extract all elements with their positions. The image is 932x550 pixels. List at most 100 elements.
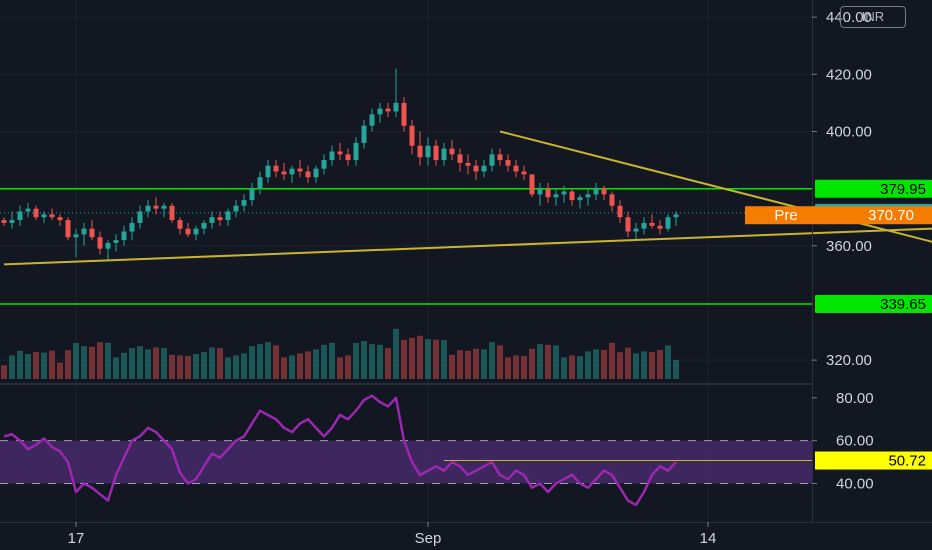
volume-bar [25, 354, 31, 379]
volume-bar [593, 349, 599, 379]
volume-bar [577, 356, 583, 379]
candle [249, 188, 255, 201]
candle [489, 154, 495, 166]
candle [57, 217, 63, 221]
volume-bar [249, 346, 255, 379]
rsi-pane [0, 383, 812, 507]
candle [185, 228, 191, 235]
volume-bar [497, 345, 503, 379]
candle [393, 102, 399, 112]
candle [473, 165, 479, 172]
candle [361, 125, 367, 143]
volume-bar [385, 348, 391, 379]
candle [201, 222, 207, 229]
candle [105, 242, 111, 249]
candle [177, 220, 183, 229]
volume-bar [129, 348, 135, 379]
candle [321, 160, 327, 169]
rsi-value-bg [815, 451, 932, 470]
volume-bar [41, 352, 47, 379]
candle [617, 205, 623, 218]
volume-bar [633, 353, 639, 379]
candle [49, 214, 55, 218]
candle [401, 102, 407, 126]
price-tick-label: 440.00 [826, 9, 872, 26]
volume-bar [625, 347, 631, 379]
volume-bar [345, 355, 351, 379]
volume-bar [545, 344, 551, 379]
volume-bar [177, 355, 183, 379]
candle [497, 154, 503, 161]
candle [193, 228, 199, 235]
volume-bar [153, 347, 159, 379]
candle [89, 228, 95, 238]
candle [345, 154, 351, 161]
volume-bar [161, 348, 167, 379]
volume-bar [561, 357, 567, 379]
rsi-value-label: 50.72 [888, 453, 926, 470]
candle [417, 145, 423, 158]
volume-bar [97, 342, 103, 379]
rsi-tick-label: 80.00 [836, 390, 874, 407]
volume-bar [17, 350, 23, 379]
candle [369, 114, 375, 126]
volume-bar [113, 357, 119, 379]
volume-bar [337, 357, 343, 379]
candle [337, 151, 343, 155]
level-label: 379.95 [880, 181, 926, 198]
volume-bar [665, 345, 671, 379]
volume-bar [209, 347, 215, 379]
volume-bar [465, 350, 471, 379]
volume-bar [377, 344, 383, 379]
candle [625, 217, 631, 232]
time-axis: 17 Sep 14 [0, 522, 932, 547]
candle [225, 211, 231, 221]
candle [121, 231, 127, 241]
volume-bar [417, 335, 423, 379]
candle [529, 174, 535, 195]
volume-bar [641, 351, 647, 379]
volume-bar [241, 353, 247, 379]
candle [585, 194, 591, 198]
volume-bar [89, 346, 95, 379]
currency-button[interactable]: INR [840, 6, 906, 28]
candle [209, 217, 215, 223]
volume-bar [649, 352, 655, 379]
candle [217, 217, 223, 221]
candle [313, 168, 319, 178]
candle [649, 222, 655, 226]
candle [329, 151, 335, 161]
volume-bar [281, 357, 287, 379]
candle [569, 191, 575, 201]
time-tick-label: 17 [68, 530, 85, 547]
level-label: 339.65 [880, 296, 926, 313]
volume-bar [425, 339, 431, 379]
candle [385, 108, 391, 112]
volume-bar [81, 346, 87, 379]
volume-bar [409, 337, 415, 379]
candle [505, 160, 511, 166]
price-axis: 440.00 420.00 400.00 360.00 320.00 80.00 60.00… [745, 0, 932, 522]
volume-bar [225, 357, 231, 379]
candle [481, 165, 487, 172]
volume-bar [585, 351, 591, 379]
volume-bar [617, 352, 623, 379]
trendline [499, 130, 932, 243]
volume-bar [9, 355, 15, 379]
candle [113, 240, 119, 243]
candle [145, 205, 151, 212]
candle [241, 200, 247, 206]
candle [377, 108, 383, 115]
volume-bar [65, 350, 71, 379]
rsi-line [3, 394, 677, 507]
volume-bar [433, 339, 439, 379]
candle [289, 168, 295, 175]
candle [521, 171, 527, 175]
volume-bar [553, 345, 559, 379]
level-label-bg [815, 179, 932, 198]
candle [73, 234, 79, 238]
level-label-bg [815, 294, 932, 313]
volume-bar [33, 352, 39, 379]
candle [97, 237, 103, 249]
